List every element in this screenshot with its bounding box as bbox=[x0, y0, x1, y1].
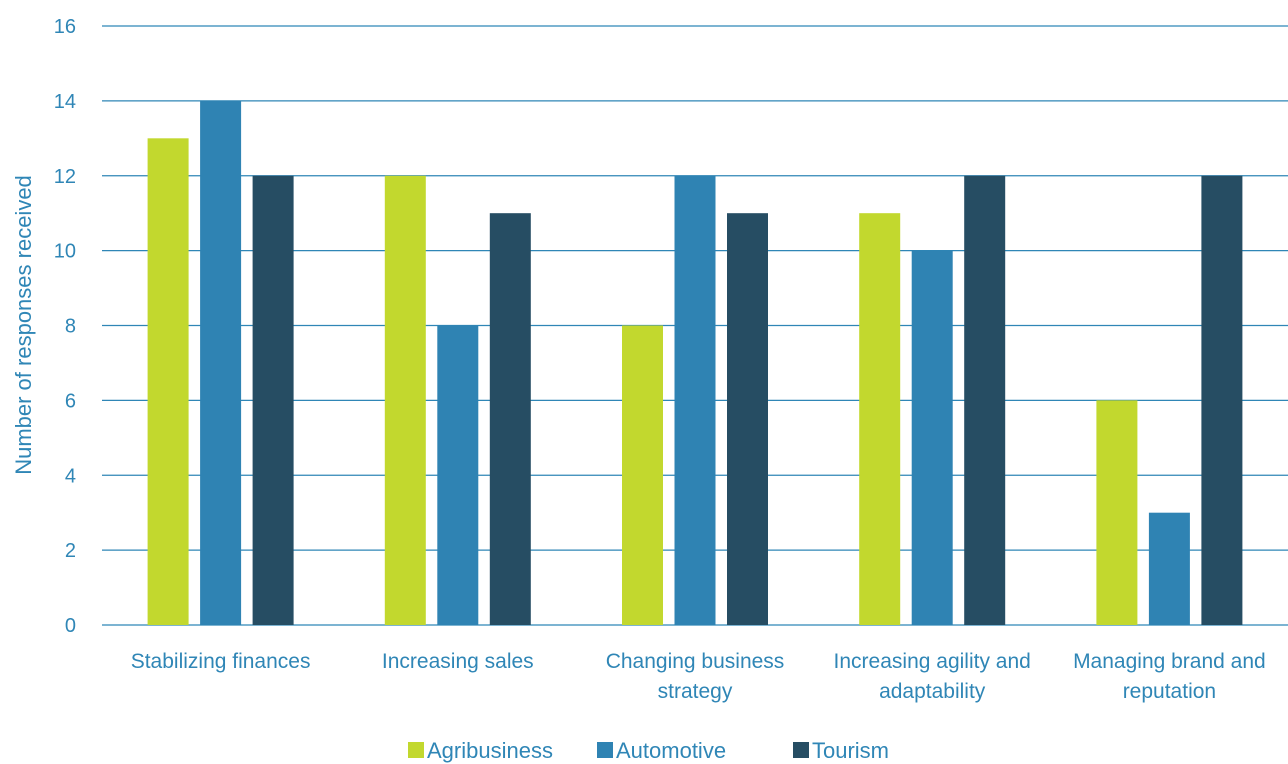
y-tick-label: 6 bbox=[65, 390, 76, 412]
y-tick-label: 12 bbox=[54, 166, 76, 188]
y-tick-label: 14 bbox=[54, 91, 76, 113]
bar bbox=[1201, 175, 1243, 625]
bar bbox=[1096, 400, 1138, 625]
y-tick-label: 0 bbox=[65, 615, 76, 637]
bar bbox=[727, 213, 768, 625]
y-axis-ticks: 0 2 4 6 8 10 12 14 16 bbox=[54, 16, 76, 637]
bar bbox=[964, 175, 1006, 625]
bar bbox=[147, 138, 189, 625]
y-tick-label: 4 bbox=[65, 465, 76, 487]
bars bbox=[147, 100, 1243, 625]
bar bbox=[674, 175, 716, 625]
bar bbox=[489, 213, 531, 625]
bar bbox=[252, 175, 294, 625]
y-axis-label: Number of responses received bbox=[11, 175, 36, 475]
legend: Agribusiness Automotive Tourism bbox=[408, 738, 889, 763]
y-tick-label: 16 bbox=[54, 16, 76, 38]
y-tick-label: 2 bbox=[65, 540, 76, 562]
x-tick-label: Increasing agility and adaptability bbox=[834, 650, 1031, 703]
bar bbox=[437, 325, 479, 625]
legend-swatch bbox=[408, 742, 424, 758]
x-tick-label: Stabilizing finances bbox=[131, 650, 311, 673]
bar bbox=[622, 325, 663, 625]
y-tick-label: 8 bbox=[65, 316, 76, 338]
y-tick-label: 10 bbox=[54, 241, 76, 263]
bar bbox=[200, 100, 242, 625]
bar bbox=[384, 175, 426, 625]
bar bbox=[1148, 512, 1190, 625]
x-tick-label: Managing brand and reputation bbox=[1073, 650, 1266, 703]
legend-label: Tourism bbox=[812, 738, 889, 763]
x-tick-label: Increasing sales bbox=[382, 650, 534, 673]
bar bbox=[859, 213, 901, 625]
legend-label: Agribusiness bbox=[427, 738, 553, 763]
bar bbox=[911, 250, 953, 625]
legend-swatch bbox=[793, 742, 809, 758]
legend-swatch bbox=[597, 742, 613, 758]
x-tick-label: Changing business strategy bbox=[606, 650, 785, 703]
x-axis-ticks: Stabilizing finances Increasing sales Chan… bbox=[131, 650, 1266, 703]
legend-label: Automotive bbox=[616, 738, 726, 763]
